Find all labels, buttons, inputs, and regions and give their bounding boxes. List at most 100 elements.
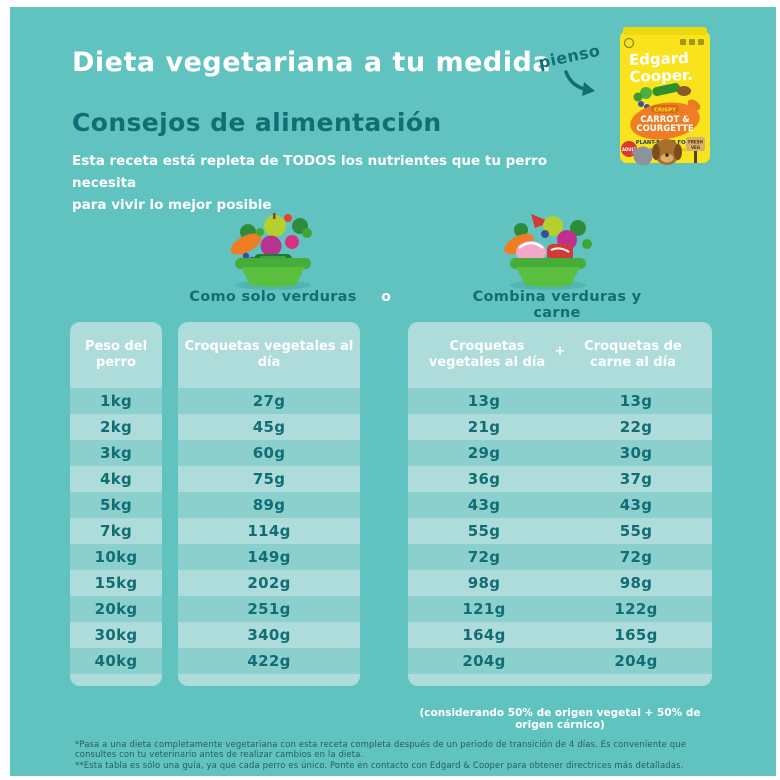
bowl-left-dish bbox=[235, 258, 311, 287]
table-row: 55g 55g bbox=[408, 518, 712, 544]
combo-veggie-header: Croquetas vegetales al día bbox=[428, 338, 546, 371]
weight-column-header: Peso del perro bbox=[84, 338, 148, 371]
table-row: 29g 30g bbox=[408, 440, 712, 466]
combo-rows: 13g 13g 21g 22g 29g 30g 36g 37g 43g 43g 55g 55g 72g 7… bbox=[408, 388, 712, 674]
combo-veggie-cell: 121g bbox=[462, 600, 506, 618]
table-row: 27g bbox=[178, 388, 360, 414]
table-row: 422g bbox=[178, 648, 360, 674]
table-row: 121g 122g bbox=[408, 596, 712, 622]
bag-crispy-label: CRISPY bbox=[654, 108, 677, 114]
weight-rows: 1kg 2kg 3kg 4kg 5kg 7kg 10kg 15kg 20kg 30kg 40kg bbox=[70, 388, 162, 674]
svg-text:Edgard: Edgard bbox=[629, 49, 690, 69]
bag-veg-label: VEG bbox=[691, 145, 700, 150]
footnote-transition: *Pasa a una dieta completamente vegetari… bbox=[75, 740, 687, 760]
bag-dog-illustration bbox=[652, 139, 682, 165]
table-row: 89g bbox=[178, 492, 360, 518]
bag-brand-logo: Edgard Cooper. bbox=[629, 49, 694, 86]
table-row: 75g bbox=[252, 470, 286, 488]
table-row: 10kg bbox=[70, 544, 162, 570]
combo-columns-panel: Croquetas vegetales al día + Croquetas d… bbox=[408, 322, 712, 686]
bag-flavor-line2: COURGETTE bbox=[636, 124, 693, 134]
combo-meat-cell: 43g bbox=[619, 496, 653, 514]
description-text: Esta receta está repleta de TODOS los nu… bbox=[72, 150, 552, 216]
combo-meat-cell: 122g bbox=[614, 600, 658, 618]
description-line2: para vivir lo mejor posible bbox=[72, 197, 272, 213]
table-row: 2kg bbox=[99, 418, 133, 436]
table-row: 21g 22g bbox=[408, 414, 712, 440]
table-row: 149g bbox=[178, 544, 360, 570]
combo-veggie-cell: 43g bbox=[467, 496, 501, 514]
bag-flavor-line1: CARROT & bbox=[640, 115, 690, 125]
combo-meat-cell: 55g bbox=[619, 522, 653, 540]
bag-top-crimp bbox=[623, 27, 707, 35]
table-row: 43g 43g bbox=[408, 492, 712, 518]
option-label-veggies: Como solo verduras bbox=[189, 289, 357, 305]
combo-columns-header: Croquetas vegetales al día + Croquetas d… bbox=[408, 322, 712, 388]
bowl-right-dish bbox=[510, 258, 586, 287]
product-bag: Edgard Cooper. CRISPY CARROT & COURGETTE… bbox=[620, 27, 710, 166]
table-row: 3kg bbox=[70, 440, 162, 466]
table-row: 164g 165g bbox=[408, 622, 712, 648]
description-line1: Esta receta está repleta de TODOS los nu… bbox=[72, 153, 548, 191]
table-row: 45g bbox=[252, 418, 286, 436]
table-row: 4kg bbox=[99, 470, 133, 488]
table-row: 98g 98g bbox=[408, 570, 712, 596]
table-row: 114g bbox=[247, 522, 291, 540]
combo-veggie-cell: 55g bbox=[467, 522, 501, 540]
bag-fresh-veg-sign: FRESH VEG bbox=[686, 137, 705, 163]
veggies-meat-right bbox=[504, 214, 592, 263]
svg-text:Cooper.: Cooper. bbox=[629, 66, 693, 86]
combo-veggie-cell: 13g bbox=[467, 392, 501, 410]
combo-note: (considerando 50% de origen vegetal + 50… bbox=[419, 707, 701, 731]
table-row: 36g 37g bbox=[408, 466, 712, 492]
combo-veggie-cell: 164g bbox=[462, 626, 506, 644]
bag-badge-icon bbox=[623, 37, 635, 49]
combo-veggie-cell: 29g bbox=[467, 444, 501, 462]
plus-sign: + bbox=[554, 344, 566, 359]
combo-meat-header: Croquetas de carne al día bbox=[584, 338, 682, 371]
curved-arrow-icon bbox=[564, 70, 595, 96]
veggie-bowl-illustration bbox=[230, 213, 312, 290]
option-label-combo: Combina verduras y carne bbox=[472, 289, 642, 321]
table-row: 5kg bbox=[70, 492, 162, 518]
table-row: 30kg bbox=[94, 626, 138, 644]
teal-board: Dieta vegetariana a tu medida pienso Edg… bbox=[10, 7, 776, 776]
section-subtitle: Consejos de alimentación bbox=[72, 108, 442, 137]
table-row: 13g 13g bbox=[408, 388, 712, 414]
combo-meat-cell: 98g bbox=[619, 574, 653, 592]
veggie-kibble-rows: 27g 45g 60g 75g 89g 114g 149g 202g 251g 340g 422g bbox=[178, 388, 360, 674]
svg-text:ADULT: ADULT bbox=[622, 147, 637, 152]
veggies-left bbox=[230, 213, 312, 265]
table-row: 40kg bbox=[70, 648, 162, 674]
combo-veggie-cell: 21g bbox=[467, 418, 501, 436]
combo-meat-cell: 165g bbox=[614, 626, 658, 644]
table-row: 340g bbox=[247, 626, 291, 644]
bag-info-icons bbox=[680, 39, 704, 45]
table-row: 204g 204g bbox=[408, 648, 712, 674]
combo-meat-cell: 204g bbox=[614, 652, 658, 670]
combo-veggie-cell: 36g bbox=[467, 470, 501, 488]
table-row: 72g 72g bbox=[408, 544, 712, 570]
combo-veggie-cell: 98g bbox=[467, 574, 501, 592]
table-row: 251g bbox=[178, 596, 360, 622]
combo-meat-cell: 37g bbox=[619, 470, 653, 488]
option-separator: o bbox=[381, 289, 391, 305]
combo-meat-cell: 13g bbox=[619, 392, 653, 410]
page-title: Dieta vegetariana a tu medida bbox=[72, 47, 552, 78]
bag-carrot-flavor: CRISPY CARROT & COURGETTE bbox=[630, 102, 700, 140]
table-row: 1kg bbox=[70, 388, 162, 414]
combo-meat-cell: 72g bbox=[619, 548, 653, 566]
bag-fresh-label: FRESH bbox=[688, 140, 703, 145]
table-row: 15kg bbox=[94, 574, 138, 592]
table-row: 202g bbox=[247, 574, 291, 592]
table-row: 60g bbox=[178, 440, 360, 466]
veggie-kibble-column-header: Croquetas vegetales al día bbox=[184, 338, 354, 371]
footnote-guide: **Esta tabla es sólo una guía, ya que ca… bbox=[75, 761, 684, 771]
table-row: 7kg bbox=[99, 522, 133, 540]
combo-veggie-cell: 72g bbox=[467, 548, 501, 566]
veggie-kibble-column-panel: Croquetas vegetales al día 27g 45g 60g 75g 8… bbox=[178, 322, 360, 686]
table-row: 20kg bbox=[70, 596, 162, 622]
combo-veggie-cell: 204g bbox=[462, 652, 506, 670]
combo-meat-cell: 30g bbox=[619, 444, 653, 462]
